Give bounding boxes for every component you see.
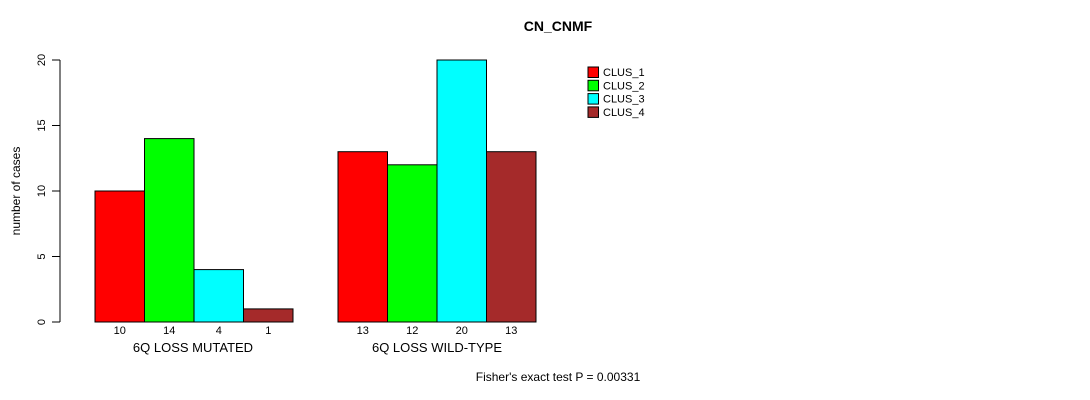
y-axis: 0 5 10 15 20 [36, 54, 61, 325]
bar-value-label: 20 [456, 325, 468, 337]
chart-title: CN_CNMF [524, 18, 593, 34]
bar-value-label: 13 [357, 325, 369, 337]
bar-clus_4-group2 [486, 151, 537, 323]
bars-layer: 10 14 4 1 13 12 20 13 [94, 59, 537, 337]
legend-label: CLUS_2 [603, 80, 645, 92]
legend-swatch-clus_2 [587, 79, 599, 92]
y-tick-label: 20 [36, 54, 48, 66]
bar-clus_3-group1 [193, 269, 244, 323]
legend-swatch-clus_1 [587, 66, 599, 78]
bar-clus_3-group2 [436, 59, 487, 323]
bar-value-label: 1 [265, 325, 271, 337]
fisher-test-annotation: Fisher's exact test P = 0.00331 [476, 370, 641, 384]
y-tick-label: 0 [36, 319, 48, 325]
bar-value-label: 12 [406, 325, 418, 337]
y-tick-label: 15 [36, 119, 48, 131]
bar-value-label: 13 [505, 325, 517, 337]
bar-clus_1-group2 [337, 151, 388, 323]
y-tick-label: 5 [36, 253, 48, 259]
legend-label: CLUS_3 [603, 94, 645, 106]
y-axis-label: number of cases [9, 147, 23, 236]
bar-value-label: 10 [114, 325, 126, 337]
group-label-wildtype: 6Q LOSS WILD-TYPE [372, 340, 502, 355]
legend-label: CLUS_4 [603, 107, 645, 119]
legend-swatch-clus_4 [587, 106, 599, 118]
bar-value-label: 14 [163, 325, 175, 337]
legend-label: CLUS_1 [603, 67, 645, 79]
legend-swatch-clus_3 [587, 93, 599, 105]
bar-clus_4-group1 [243, 308, 294, 323]
y-tick-label: 10 [36, 185, 48, 197]
bar-clus_2-group1 [144, 138, 195, 323]
bar-clus_2-group2 [387, 164, 438, 323]
bar-clus_1-group1 [94, 190, 145, 323]
bar-value-label: 4 [216, 325, 222, 337]
group-label-mutated: 6Q LOSS MUTATED [133, 340, 253, 355]
